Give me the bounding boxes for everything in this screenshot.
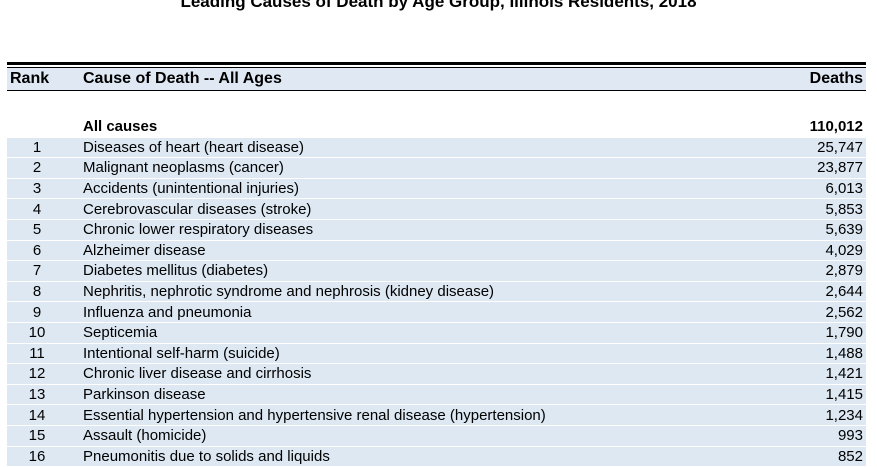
row-cause: Alzheimer disease [83,242,746,259]
row-rank: 10 [7,324,67,341]
row-cause: Accidents (unintentional injuries) [83,180,746,197]
row-rank: 16 [7,448,67,465]
row-cause: Diseases of heart (heart disease) [83,139,746,156]
table-row: 7 Diabetes mellitus (diabetes) 2,879 [7,261,866,282]
row-deaths: 6,013 [746,180,866,197]
total-row: All causes 110,012 [7,117,866,138]
causes-of-death-table: Rank Cause of Death -- All Ages Deaths A… [7,62,866,467]
total-cause: All causes [83,118,746,135]
row-rank: 4 [7,201,67,218]
row-rank: 14 [7,407,67,424]
row-cause: Diabetes mellitus (diabetes) [83,262,746,279]
row-deaths: 1,421 [746,365,866,382]
row-rank: 8 [7,283,67,300]
row-rank: 1 [7,139,67,156]
row-cause: Essential hypertension and hypertensive … [83,407,746,424]
table-row: 14 Essential hypertension and hypertensi… [7,405,866,426]
row-cause: Influenza and pneumonia [83,304,746,321]
row-deaths: 2,879 [746,262,866,279]
row-rank: 15 [7,427,67,444]
row-deaths: 1,415 [746,386,866,403]
row-deaths: 5,853 [746,201,866,218]
row-cause: Chronic lower respiratory diseases [83,221,746,238]
page-title: Leading Causes of Death by Age Group, Il… [0,0,877,12]
table-row: 10 Septicemia 1,790 [7,323,866,344]
table-row: 4 Cerebrovascular diseases (stroke) 5,85… [7,199,866,220]
row-cause: Cerebrovascular diseases (stroke) [83,201,746,218]
row-deaths: 5,639 [746,221,866,238]
row-cause: Assault (homicide) [83,427,746,444]
header-spacer [7,91,866,117]
table-row: 3 Accidents (unintentional injuries) 6,0… [7,179,866,200]
row-deaths: 1,790 [746,324,866,341]
row-rank: 6 [7,242,67,259]
table-row: 11 Intentional self-harm (suicide) 1,488 [7,344,866,365]
row-cause: Chronic liver disease and cirrhosis [83,365,746,382]
row-deaths: 2,644 [746,283,866,300]
row-rank: 5 [7,221,67,238]
table-row: 13 Parkinson disease 1,415 [7,385,866,406]
table-header-row: Rank Cause of Death -- All Ages Deaths [7,68,866,90]
row-deaths: 25,747 [746,139,866,156]
row-cause: Malignant neoplasms (cancer) [83,159,746,176]
row-rank: 2 [7,159,67,176]
header-rank: Rank [7,70,83,88]
row-cause: Septicemia [83,324,746,341]
table-row: 2 Malignant neoplasms (cancer) 23,877 [7,158,866,179]
header-deaths: Deaths [746,70,866,88]
table-row: 12 Chronic liver disease and cirrhosis 1… [7,364,866,385]
row-deaths: 993 [746,427,866,444]
row-rank: 3 [7,180,67,197]
table-row: 1 Diseases of heart (heart disease) 25,7… [7,138,866,159]
row-deaths: 23,877 [746,159,866,176]
row-rank: 11 [7,345,67,362]
table-row: 15 Assault (homicide) 993 [7,426,866,447]
row-cause: Intentional self-harm (suicide) [83,345,746,362]
row-rank: 12 [7,365,67,382]
row-cause: Nephritis, nephrotic syndrome and nephro… [83,283,746,300]
row-deaths: 4,029 [746,242,866,259]
row-rank: 9 [7,304,67,321]
row-cause: Parkinson disease [83,386,746,403]
row-deaths: 2,562 [746,304,866,321]
row-deaths: 852 [746,448,866,465]
row-rank: 7 [7,262,67,279]
table-top-rule-thick [7,62,866,65]
row-deaths: 1,234 [746,407,866,424]
table-row: 9 Influenza and pneumonia 2,562 [7,302,866,323]
row-rank: 13 [7,386,67,403]
total-deaths: 110,012 [746,118,866,135]
row-deaths: 1,488 [746,345,866,362]
table-row: 6 Alzheimer disease 4,029 [7,241,866,262]
header-cause: Cause of Death -- All Ages [83,70,746,88]
table-row: 5 Chronic lower respiratory diseases 5,6… [7,220,866,241]
table-row: 8 Nephritis, nephrotic syndrome and neph… [7,282,866,303]
row-cause: Pneumonitis due to solids and liquids [83,448,746,465]
